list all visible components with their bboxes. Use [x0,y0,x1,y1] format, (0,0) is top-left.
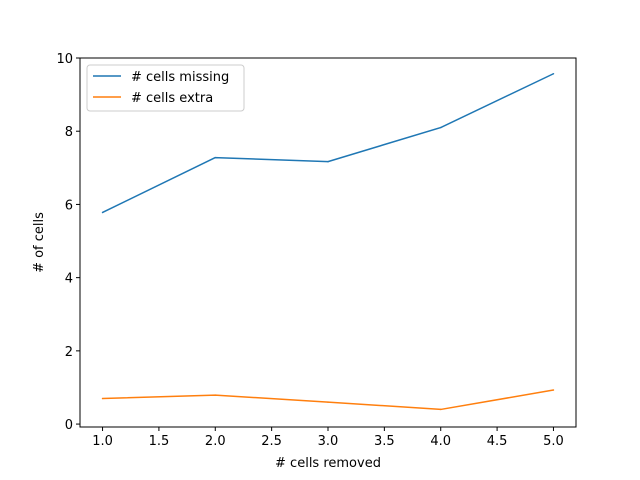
x-tick-label: 5.0 [543,434,564,449]
data-point-cells-extra [214,394,217,396]
ticks-layer: 1.0 1.5 2.0 2.5 3.0 3.5 4.0 4.5 5.0 0 2 4 6 8 10 [56,52,563,449]
legend-box [86,64,245,112]
y-tick-label: 4 [65,272,73,287]
x-tick-label: 2.5 [261,434,282,449]
legend: # cells missing # cells extra [86,64,245,112]
data-point-cells-extra [439,408,442,411]
y-tick-label: 2 [65,345,73,360]
plot-area [80,58,576,427]
x-tick-label: 3.0 [318,434,339,449]
data-point-cells-missing [327,160,329,163]
y-tick-label: 10 [56,52,73,67]
y-tick-label: 6 [65,198,73,213]
y-axis-label: # of cells [32,212,47,273]
x-tick-label: 4.0 [430,434,451,449]
series-layer [101,72,555,411]
legend-label-missing: # cells missing [131,70,229,85]
data-point-cells-extra [101,397,104,400]
x-tick-label: 4.5 [487,434,508,449]
plot-frame [79,57,577,428]
x-axis-label: # cells removed [275,456,381,471]
data-point-cells-extra [327,401,329,403]
data-point-cells-missing [214,156,217,159]
data-point-cells-missing [101,211,104,214]
y-tick-label: 8 [65,125,73,140]
data-point-cells-missing [552,72,555,75]
data-point-cells-missing [439,126,442,129]
y-tick-label: 0 [65,418,73,433]
x-tick-label: 1.5 [149,434,170,449]
data-point-cells-extra [552,389,555,391]
legend-label-extra: # cells extra [131,91,213,106]
x-tick-label: 2.0 [205,434,226,449]
x-tick-label: 1.0 [92,434,113,449]
x-tick-label: 3.5 [374,434,395,449]
